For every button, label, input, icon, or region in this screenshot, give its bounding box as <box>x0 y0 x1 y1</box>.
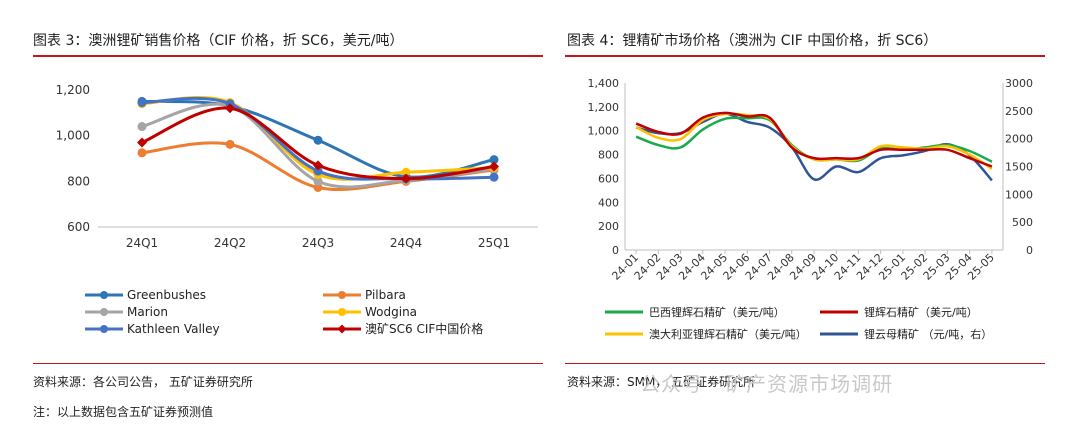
x-tick-label: 24Q2 <box>214 236 246 250</box>
data-point <box>489 172 499 182</box>
legend-marker <box>100 308 108 316</box>
left-footer-rule <box>33 363 543 364</box>
right-chart-title: 图表 4：锂精矿市场价格（澳洲为 CIF 中国价格，折 SC6） <box>567 33 938 49</box>
legend-label: 澳大利亚锂辉石精矿（美元/吨） <box>649 327 807 341</box>
data-point <box>225 139 235 149</box>
legend-marker <box>338 308 346 316</box>
legend-label: Marion <box>127 305 168 319</box>
data-point <box>313 160 323 171</box>
left-title-rule <box>33 55 543 57</box>
legend-label: 澳矿SC6 CIF中国价格 <box>365 321 483 336</box>
data-point <box>401 173 411 184</box>
legend-marker <box>338 291 346 299</box>
legend-label: Greenbushes <box>127 288 206 302</box>
data-point <box>137 98 147 108</box>
x-tick-label: 24Q3 <box>302 236 334 250</box>
legend-label: 巴西锂辉石精矿（美元/吨） <box>649 305 785 319</box>
y-left-tick-label: 400 <box>598 196 619 209</box>
y-right-tick-label: 3000 <box>1005 77 1033 90</box>
data-point <box>137 137 147 148</box>
right-title-rule <box>565 55 1045 57</box>
y-right-tick-label: 1500 <box>1005 161 1033 174</box>
left-note: 注：以上数据包含五矿证券预测值 <box>33 405 214 419</box>
legend-marker <box>337 324 347 334</box>
left-line-chart: 600 800 1,000 1,200 24Q1 24Q2 24Q3 24Q4 25Q1 Gree… <box>56 83 538 336</box>
right-footer-rule <box>565 363 1045 364</box>
y-right-tick-label: 500 <box>1012 216 1033 229</box>
data-point <box>313 176 323 186</box>
right-source: 资料来源：SMM， 五矿证券研究所 <box>567 375 756 389</box>
data-point <box>137 122 147 132</box>
y-tick-label: 1,200 <box>56 83 90 97</box>
data-point <box>225 103 235 114</box>
legend-marker <box>100 325 108 333</box>
x-tick-label: 25Q1 <box>478 236 510 250</box>
y-left-tick-label: 1,200 <box>588 101 620 114</box>
y-tick-label: 600 <box>67 220 90 234</box>
y-right-tick-label: 0 <box>1026 244 1033 257</box>
legend-label: Pilbara <box>365 288 406 302</box>
legend-label: Kathleen Valley <box>127 322 220 336</box>
series-line <box>635 111 993 168</box>
data-point <box>489 155 499 165</box>
x-tick-label: 24Q4 <box>390 236 422 250</box>
y-right-tick-label: 1000 <box>1005 188 1033 201</box>
y-tick-label: 1,000 <box>56 129 90 143</box>
legend-label: 锂云母精矿 （元/吨，右） <box>864 327 992 341</box>
y-tick-label: 800 <box>67 174 90 188</box>
y-left-tick-label: 1,400 <box>588 77 620 90</box>
left-source: 资料来源：各公司公告， 五矿证券研究所 <box>33 375 253 389</box>
watermark: 公众号 · 矿产资源市场调研 <box>640 372 894 396</box>
data-point <box>401 167 411 177</box>
legend-marker <box>100 291 108 299</box>
series-line <box>635 116 993 163</box>
y-right-tick-label: 2000 <box>1005 133 1033 146</box>
data-point <box>137 148 147 158</box>
y-left-tick-label: 0 <box>612 244 619 257</box>
y-right-tick-label: 2500 <box>1005 105 1033 118</box>
y-left-tick-label: 600 <box>598 172 619 185</box>
x-tick-label: 24Q1 <box>126 236 158 250</box>
data-point <box>313 182 323 192</box>
data-point <box>313 166 323 176</box>
data-point <box>313 135 323 145</box>
legend-label: Wodgina <box>365 305 417 319</box>
y-left-tick-label: 200 <box>598 220 619 233</box>
data-point <box>489 161 499 172</box>
y-left-tick-label: 800 <box>598 149 619 162</box>
left-chart-title: 图表 3：澳洲锂矿销售价格（CIF 价格，折 SC6，美元/吨） <box>33 33 404 49</box>
right-line-chart: 0 200 400 600 800 1,000 1,200 1,400 0 500 1000 1500… <box>588 77 1034 341</box>
y-left-tick-label: 1,000 <box>588 125 620 138</box>
legend-label: 锂辉石精矿（美元/吨） <box>864 305 978 319</box>
